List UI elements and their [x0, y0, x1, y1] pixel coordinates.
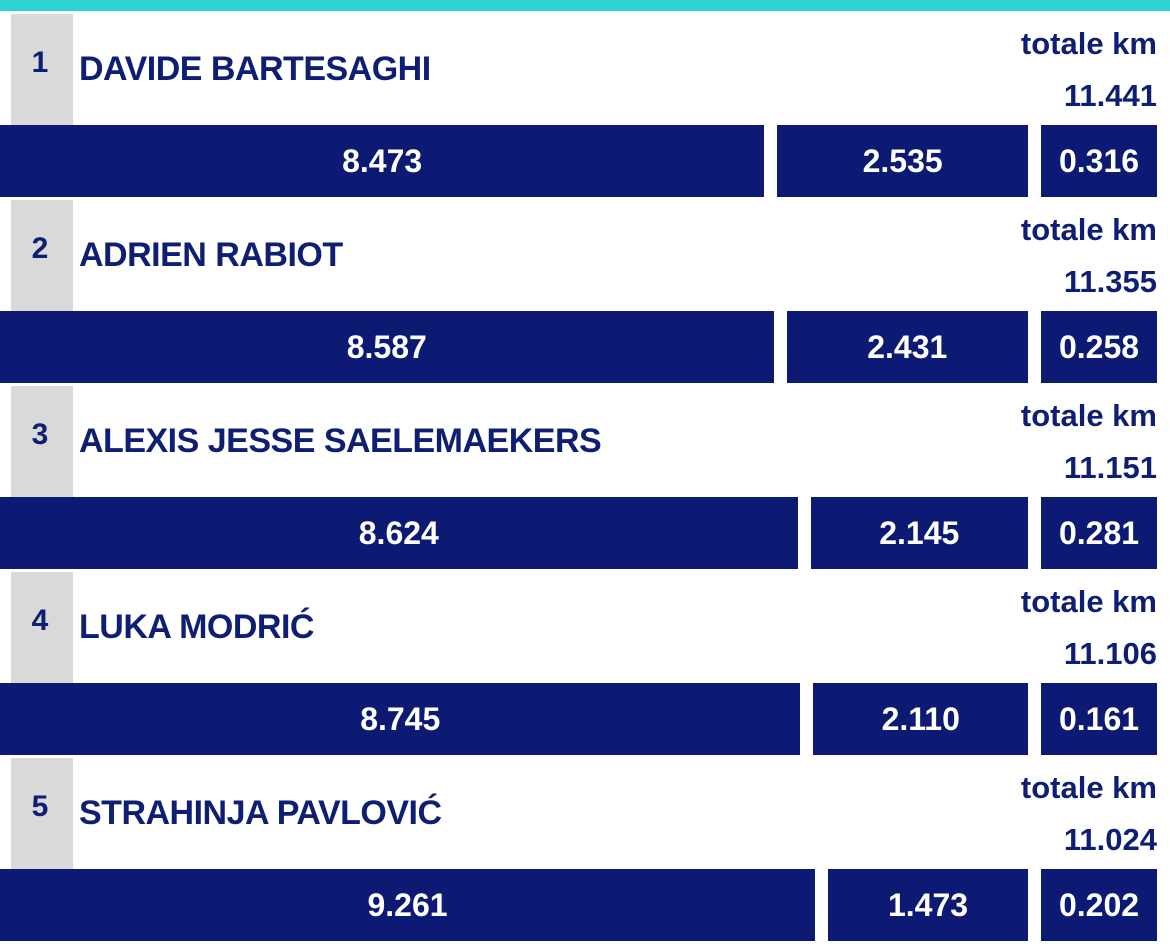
segment-bars: 9.261 1.473 0.202 — [0, 869, 1170, 941]
rank-number: 5 — [31, 790, 49, 823]
segment-bar: 0.316 — [1041, 125, 1157, 197]
segment-bars: 8.624 2.145 0.281 — [0, 497, 1170, 569]
rank-number: 4 — [31, 604, 49, 637]
rank-cell: 2 — [11, 200, 73, 311]
player-name: ADRIEN RABIOT — [79, 236, 343, 274]
segment-value: 8.473 — [342, 142, 423, 179]
segment-bars: 8.587 2.431 0.258 — [0, 311, 1170, 383]
entry-header: 4 LUKA MODRIĆ totale km 11.106 — [0, 572, 1170, 683]
segment-value: 2.110 — [881, 700, 960, 737]
segment-bar: 0.281 — [1041, 497, 1157, 569]
player-name: STRAHINJA PAVLOVIĆ — [79, 794, 442, 832]
total-value: 11.024 — [1063, 822, 1157, 857]
segment-bar: 2.535 — [777, 125, 1028, 197]
ranking-entry: 4 LUKA MODRIĆ totale km 11.106 8.745 2.11… — [0, 572, 1170, 758]
total-label: totale km — [1020, 584, 1157, 619]
segment-value: 9.261 — [367, 886, 448, 923]
entry-header: 3 ALEXIS JESSE SAELEMAEKERS totale km 11… — [0, 386, 1170, 497]
total-label: totale km — [1020, 212, 1157, 247]
rank-number: 1 — [31, 46, 49, 79]
segment-bar: 8.624 — [0, 497, 798, 569]
rank-cell: 3 — [11, 386, 73, 497]
ranking-entry: 3 ALEXIS JESSE SAELEMAEKERS totale km 11… — [0, 386, 1170, 572]
segment-bar: 9.261 — [0, 869, 815, 941]
segment-value: 8.587 — [346, 328, 427, 365]
segment-value: 2.431 — [867, 328, 948, 365]
segment-value: 0.316 — [1058, 142, 1140, 179]
ranking-list: 1 DAVIDE BARTESAGHI totale km 11.441 8.4… — [0, 14, 1170, 944]
segment-value: 0.281 — [1058, 514, 1140, 551]
rank-cell: 5 — [11, 758, 73, 869]
total-label: totale km — [1020, 398, 1157, 433]
rank-number: 2 — [31, 232, 49, 265]
total-label: totale km — [1020, 770, 1157, 805]
segment-bar: 0.161 — [1041, 683, 1157, 755]
rank-cell: 4 — [11, 572, 73, 683]
segment-value: 2.145 — [879, 514, 960, 551]
total-value: 11.355 — [1063, 264, 1157, 299]
segment-bar: 8.473 — [0, 125, 765, 197]
segment-bar: 2.145 — [810, 497, 1028, 569]
segment-value: 0.161 — [1058, 700, 1140, 737]
segment-bar: 8.745 — [0, 683, 801, 755]
segment-value: 1.473 — [887, 886, 969, 923]
segment-bar: 1.473 — [828, 869, 1028, 941]
total-value: 11.441 — [1063, 78, 1157, 113]
rank-number: 3 — [31, 418, 49, 451]
segment-value: 2.535 — [862, 142, 943, 179]
top-accent-strip — [0, 0, 1170, 11]
total-value: 11.106 — [1063, 636, 1157, 671]
rank-cell: 1 — [11, 14, 73, 125]
segment-bars: 8.473 2.535 0.316 — [0, 125, 1170, 197]
entry-header: 2 ADRIEN RABIOT totale km 11.355 — [0, 200, 1170, 311]
ranking-entry: 2 ADRIEN RABIOT totale km 11.355 8.587 2.… — [0, 200, 1170, 386]
segment-bar: 2.110 — [813, 683, 1028, 755]
segment-bars: 8.745 2.110 0.161 — [0, 683, 1170, 755]
segment-value: 8.624 — [358, 514, 439, 551]
player-name: ALEXIS JESSE SAELEMAEKERS — [79, 422, 602, 460]
segment-value: 8.745 — [360, 700, 441, 737]
player-name: DAVIDE BARTESAGHI — [79, 50, 431, 88]
entry-header: 5 STRAHINJA PAVLOVIĆ totale km 11.024 — [0, 758, 1170, 869]
segment-bar: 8.587 — [0, 311, 774, 383]
ranking-entry: 1 DAVIDE BARTESAGHI totale km 11.441 8.4… — [0, 14, 1170, 200]
player-name: LUKA MODRIĆ — [79, 608, 315, 646]
segment-bar: 2.431 — [786, 311, 1028, 383]
entry-header: 1 DAVIDE BARTESAGHI totale km 11.441 — [0, 14, 1170, 125]
segment-bar: 0.258 — [1041, 311, 1157, 383]
total-value: 11.151 — [1063, 450, 1157, 485]
segment-bar: 0.202 — [1041, 869, 1157, 941]
segment-value: 0.258 — [1058, 328, 1140, 365]
total-label: totale km — [1020, 26, 1157, 61]
segment-value: 0.202 — [1058, 886, 1140, 923]
ranking-entry: 5 STRAHINJA PAVLOVIĆ totale km 11.024 9.… — [0, 758, 1170, 944]
